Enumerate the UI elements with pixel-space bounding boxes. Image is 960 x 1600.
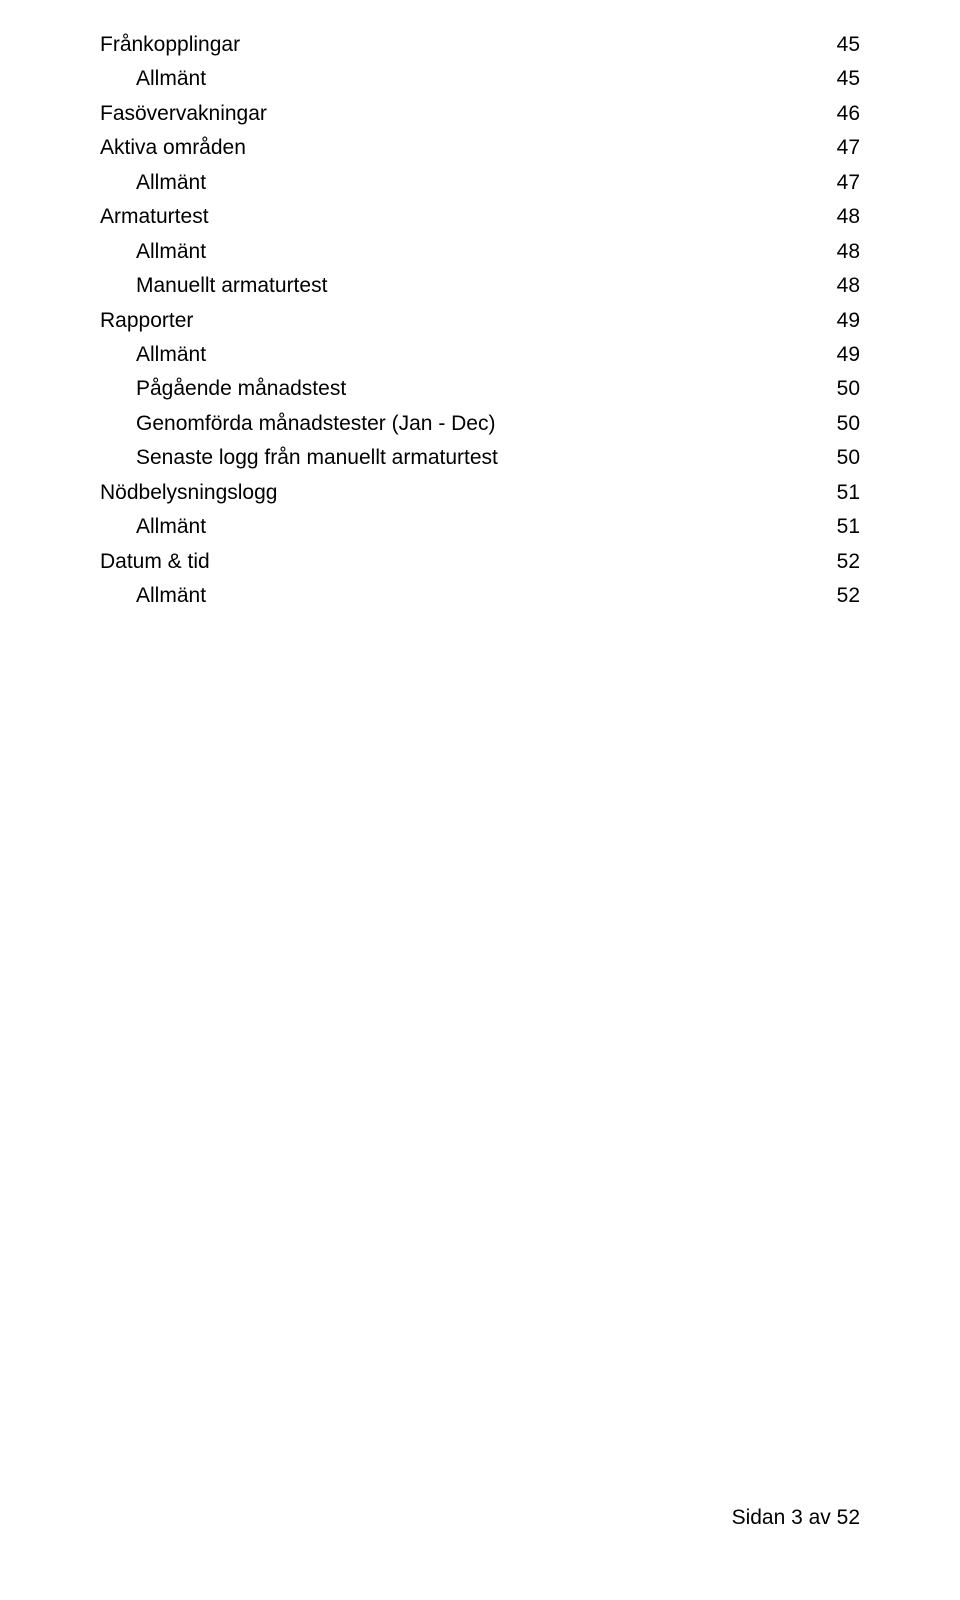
toc-entry: Datum & tid 52: [100, 545, 860, 579]
toc-entry: Allmänt 45: [100, 62, 860, 96]
page-footer: Sidan 3 av 52: [732, 1506, 860, 1530]
toc-entry: Frånkopplingar 45: [100, 28, 860, 62]
toc-label: Genomförda månadstester (Jan - Dec): [136, 409, 495, 439]
toc-entry: Fasövervakningar 46: [100, 97, 860, 131]
toc-page-number: 49: [837, 340, 860, 370]
toc-page-number: 47: [837, 133, 860, 163]
toc-page-number: 45: [837, 64, 860, 94]
toc-page-number: 48: [837, 237, 860, 267]
toc-page-number: 52: [837, 547, 860, 577]
toc-label: Aktiva områden: [100, 133, 246, 163]
toc-label: Manuellt armaturtest: [136, 271, 327, 301]
toc-page-number: 48: [837, 271, 860, 301]
toc-page-number: 51: [837, 512, 860, 542]
toc-page-number: 50: [837, 443, 860, 473]
toc-page-number: 50: [837, 409, 860, 439]
toc-entry: Allmänt 48: [100, 235, 860, 269]
toc-label: Fasövervakningar: [100, 99, 267, 129]
toc-entry: Rapporter 49: [100, 304, 860, 338]
toc-label: Allmänt: [136, 64, 206, 94]
toc-page-number: 51: [837, 478, 860, 508]
toc-label: Allmänt: [136, 168, 206, 198]
toc-label: Pågående månadstest: [136, 374, 346, 404]
toc-entry: Senaste logg från manuellt armaturtest 50: [100, 441, 860, 475]
toc-label: Nödbelysningslogg: [100, 478, 277, 508]
toc-label: Allmänt: [136, 237, 206, 267]
toc-entry: Allmänt 52: [100, 579, 860, 613]
toc-page-number: 46: [837, 99, 860, 129]
toc-page-number: 45: [837, 30, 860, 60]
toc-page-number: 50: [837, 374, 860, 404]
table-of-contents: Frånkopplingar45Allmänt45Fasövervakninga…: [100, 28, 860, 613]
toc-label: Allmänt: [136, 512, 206, 542]
toc-entry: Genomförda månadstester (Jan - Dec) 50: [100, 407, 860, 441]
toc-entry: Armaturtest 48: [100, 200, 860, 234]
toc-label: Frånkopplingar: [100, 30, 240, 60]
toc-entry: Nödbelysningslogg 51: [100, 476, 860, 510]
toc-label: Rapporter: [100, 306, 193, 336]
toc-entry: Allmänt 51: [100, 510, 860, 544]
toc-label: Senaste logg från manuellt armaturtest: [136, 443, 498, 473]
toc-entry: Pågående månadstest 50: [100, 372, 860, 406]
toc-page-number: 49: [837, 306, 860, 336]
toc-label: Datum & tid: [100, 547, 210, 577]
toc-page-number: 47: [837, 168, 860, 198]
toc-label: Allmänt: [136, 581, 206, 611]
toc-page-number: 48: [837, 202, 860, 232]
toc-entry: Allmänt 49: [100, 338, 860, 372]
toc-label: Armaturtest: [100, 202, 209, 232]
toc-entry: Manuellt armaturtest 48: [100, 269, 860, 303]
toc-entry: Allmänt 47: [100, 166, 860, 200]
toc-label: Allmänt: [136, 340, 206, 370]
toc-page-number: 52: [837, 581, 860, 611]
toc-entry: Aktiva områden 47: [100, 131, 860, 165]
